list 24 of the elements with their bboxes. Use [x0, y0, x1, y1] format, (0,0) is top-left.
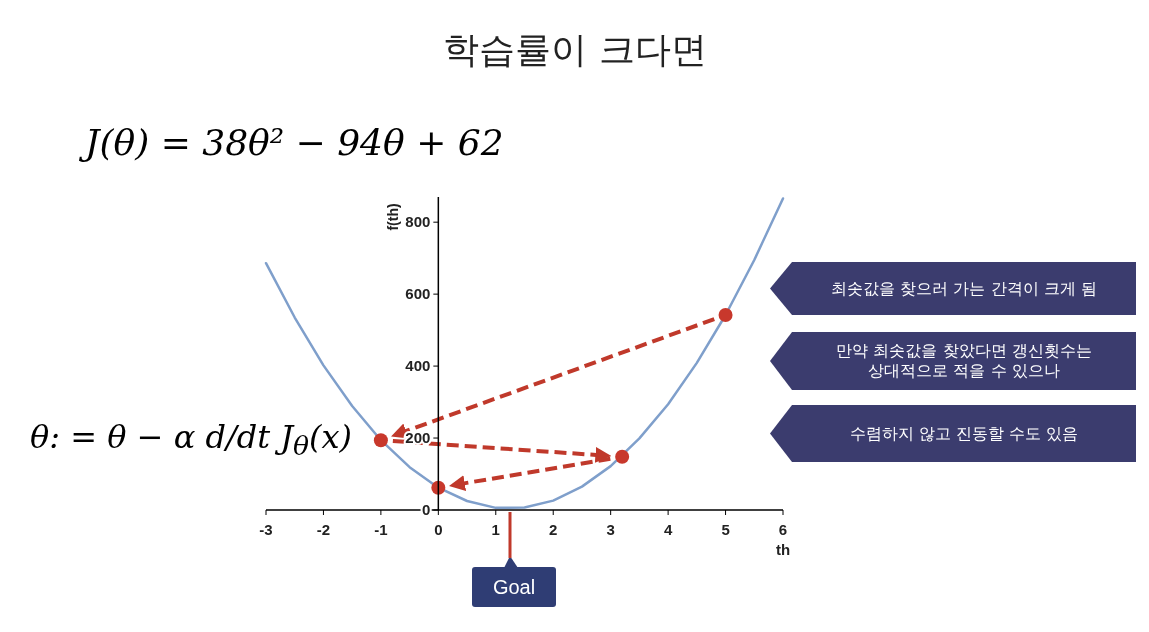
- x-tick-label: 6: [778, 521, 788, 538]
- y-tick-label: 600: [405, 285, 431, 303]
- point: [718, 308, 733, 323]
- text: 수렴하지 않고 진동할 수도 있음: [848, 422, 1080, 445]
- y-tick-label: 400: [405, 357, 431, 375]
- chart-title: 학습률이 크다면: [443, 29, 707, 70]
- x-tick-label: -1: [374, 521, 388, 538]
- x-tick-label: 0: [434, 521, 443, 538]
- y-tick-label: 800: [405, 213, 431, 231]
- point: [615, 449, 630, 464]
- x-tick-label: 3: [606, 521, 615, 538]
- y-axis-title: f(th): [385, 203, 402, 231]
- text: 만약 최솟값을 찾았다면 갱신횟수는 상대적으로 적을 수 있으나: [835, 340, 1093, 382]
- point: [373, 433, 388, 448]
- text: Goal: [472, 567, 556, 607]
- x-tick-label: 2: [549, 521, 558, 538]
- annotation: θ: = θ − α d/dt J$_{θ}$(x): [30, 418, 353, 462]
- x-tick-label: 4: [663, 521, 673, 538]
- x-tick-label: 5: [721, 521, 730, 538]
- text: 최솟값을 찾으러 가는 간격이 크게 됨: [830, 277, 1098, 300]
- x-tick-label: 1: [491, 521, 500, 538]
- x-axis-title: th: [775, 541, 791, 558]
- x-tick-label: -2: [316, 521, 331, 538]
- x-tick-label: -3: [259, 521, 273, 538]
